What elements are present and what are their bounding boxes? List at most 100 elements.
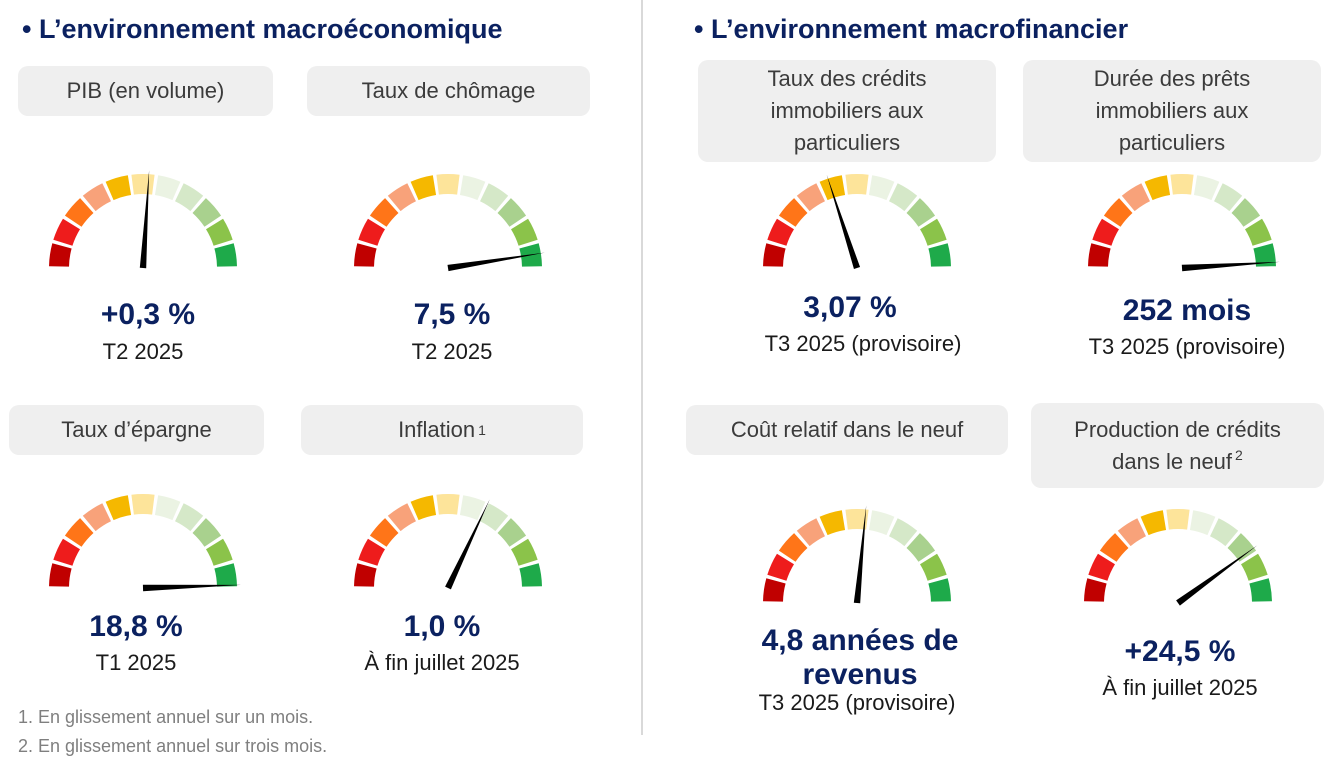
gauge-segment bbox=[459, 175, 486, 201]
gauge-segment bbox=[1144, 175, 1171, 201]
gauge-segment bbox=[920, 218, 947, 246]
gauge-segment bbox=[1103, 198, 1133, 227]
gauge-segment bbox=[459, 495, 486, 521]
gauge-segment bbox=[1088, 553, 1115, 581]
footnote-mark: 2 bbox=[1235, 447, 1243, 464]
gauge-segment bbox=[369, 518, 399, 547]
gauge-segment bbox=[868, 510, 895, 536]
indicator-value: +0,3 % bbox=[100, 298, 196, 331]
gauge-segment bbox=[1210, 518, 1239, 547]
indicator-label: Taux des crédits immobiliers aux particu… bbox=[698, 60, 996, 162]
indicator-date: T2 2025 bbox=[411, 339, 493, 364]
gauge-segment bbox=[511, 538, 538, 566]
indicator-value: 4,8 années de revenus bbox=[761, 624, 959, 691]
gauge-segment bbox=[105, 175, 132, 201]
gauge-segment bbox=[105, 495, 132, 521]
gauge-segment bbox=[1231, 198, 1261, 227]
gauge-segment bbox=[354, 563, 377, 587]
gauge-segment bbox=[358, 218, 385, 246]
indicator-date: À fin juillet 2025 bbox=[1102, 675, 1258, 700]
gauge-segment bbox=[920, 553, 947, 581]
gauge-segment bbox=[49, 243, 72, 267]
gauge-segment bbox=[131, 494, 155, 515]
indicator-date: T3 2025 (provisoire) bbox=[1088, 334, 1286, 359]
gauge-segment bbox=[519, 563, 542, 587]
gauge-segment bbox=[480, 183, 509, 212]
gauge-segment bbox=[82, 183, 111, 212]
gauge-segment bbox=[763, 243, 786, 267]
gauge-segment bbox=[131, 174, 155, 195]
gauge-segment bbox=[1227, 533, 1257, 562]
gauge-segment bbox=[497, 198, 527, 227]
gauge-segment bbox=[511, 218, 538, 246]
macroeconomic-section-title: • L’environnement macroéconomique bbox=[22, 14, 503, 44]
gauge-needle bbox=[139, 170, 150, 269]
gauge-segment bbox=[1166, 509, 1190, 530]
gauge-needle bbox=[142, 584, 241, 592]
gauge-chart bbox=[49, 170, 237, 269]
indicator-value: 1,0 % bbox=[403, 610, 481, 643]
gauge-segment bbox=[49, 563, 72, 587]
gauge-needle bbox=[853, 505, 867, 604]
gauge-segment bbox=[1140, 510, 1167, 536]
gauge-segment bbox=[763, 578, 786, 602]
gauge-segment bbox=[1193, 175, 1220, 201]
gauge-segment bbox=[354, 243, 377, 267]
gauge-segment bbox=[387, 503, 416, 532]
gauge-segment bbox=[192, 198, 222, 227]
indicator-label: Taux d’épargne bbox=[9, 405, 264, 455]
gauge-segment bbox=[206, 538, 233, 566]
gauge-segment bbox=[64, 518, 94, 547]
gauge-segment bbox=[436, 494, 460, 515]
indicator-date: T3 2025 (provisoire) bbox=[764, 331, 962, 356]
gauge-segment bbox=[767, 553, 794, 581]
gauge-segment bbox=[358, 538, 385, 566]
indicator-label: Coût relatif dans le neuf bbox=[686, 405, 1008, 455]
gauge-segment bbox=[436, 174, 460, 195]
indicator-date: T1 2025 bbox=[95, 650, 177, 675]
gauge-segment bbox=[192, 518, 222, 547]
indicator-value: +24,5 % bbox=[1124, 635, 1236, 668]
gauge-needle bbox=[1181, 261, 1280, 272]
gauge-needle bbox=[826, 174, 861, 269]
gauge-segment bbox=[868, 175, 895, 201]
gauge-segment bbox=[480, 503, 509, 532]
gauge-segment bbox=[845, 174, 869, 195]
gauge-segment bbox=[64, 198, 94, 227]
gauge-segment bbox=[1092, 218, 1119, 246]
gauge-chart bbox=[354, 174, 545, 272]
gauge-segment bbox=[214, 243, 237, 267]
gauge-segment bbox=[369, 198, 399, 227]
gauge-segment bbox=[928, 243, 951, 267]
section-divider bbox=[641, 0, 643, 735]
gauge-chart bbox=[763, 174, 951, 269]
gauge-segment bbox=[1088, 243, 1111, 267]
gauge-segment bbox=[906, 533, 936, 562]
gauge-segment bbox=[410, 495, 437, 521]
gauge-segment bbox=[819, 175, 846, 201]
gauge-segment bbox=[1189, 510, 1216, 536]
gauge-chart bbox=[1084, 509, 1272, 606]
indicator-label: Production de crédits dans le neuf 2 bbox=[1031, 403, 1324, 488]
gauge-needle bbox=[445, 499, 490, 590]
indicator-date: À fin juillet 2025 bbox=[364, 650, 520, 675]
gauge-segment bbox=[1121, 183, 1150, 212]
gauge-segment bbox=[796, 183, 825, 212]
gauge-segment bbox=[154, 175, 181, 201]
gauge-segment bbox=[889, 183, 918, 212]
gauge-segment bbox=[1099, 533, 1129, 562]
gauge-segment bbox=[819, 510, 846, 536]
gauge-chart bbox=[49, 494, 241, 592]
indicator-value: 252 mois bbox=[1122, 294, 1252, 327]
indicator-date: T3 2025 (provisoire) bbox=[758, 690, 956, 715]
indicator-label: PIB (en volume) bbox=[18, 66, 273, 116]
gauge-segment bbox=[410, 175, 437, 201]
indicator-value: 7,5 % bbox=[413, 298, 491, 331]
gauge-segment bbox=[175, 183, 204, 212]
gauge-segment bbox=[796, 518, 825, 547]
gauge-segment bbox=[1253, 243, 1276, 267]
gauge-segment bbox=[1245, 218, 1272, 246]
gauge-segment bbox=[175, 503, 204, 532]
indicator-date: T2 2025 bbox=[102, 339, 184, 364]
gauge-segment bbox=[906, 198, 936, 227]
